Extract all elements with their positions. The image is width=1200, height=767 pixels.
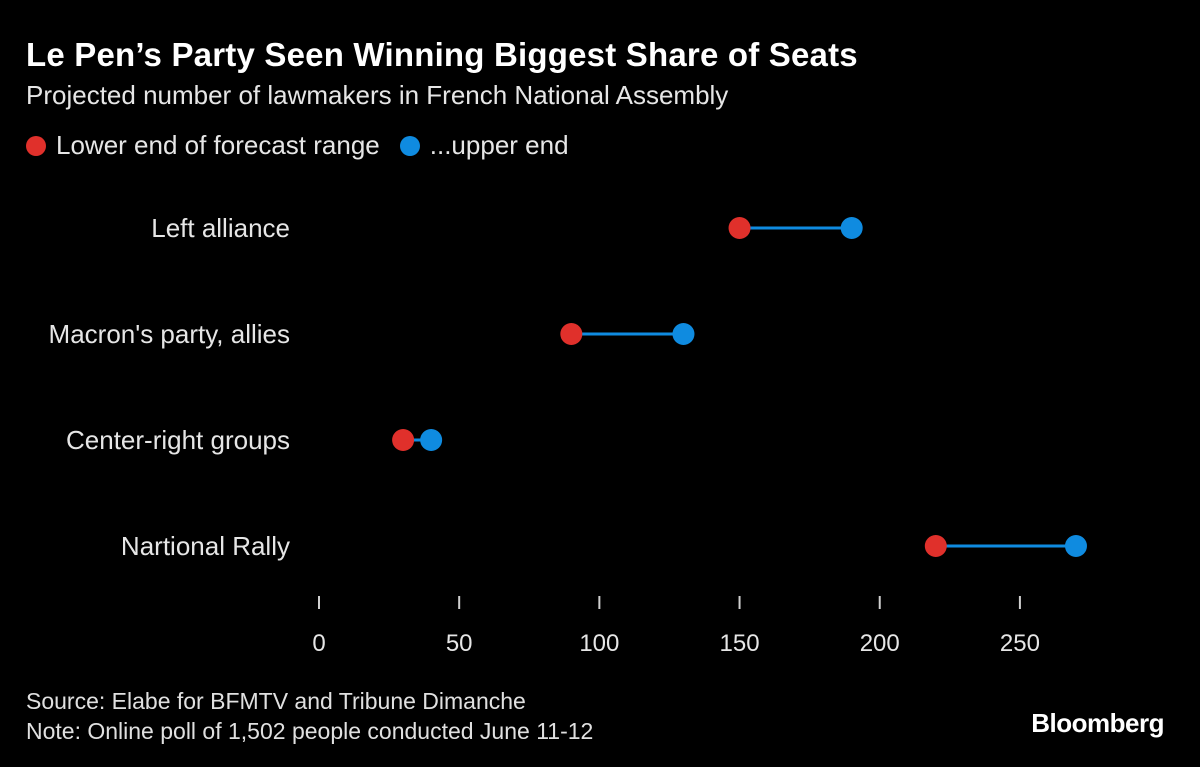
upper-point xyxy=(840,217,863,239)
upper-point xyxy=(1064,535,1087,557)
legend-item-upper: ...upper end xyxy=(399,130,569,161)
x-tick-label: 50 xyxy=(446,630,473,657)
x-tick-label: 200 xyxy=(860,630,900,657)
bloomberg-logo: Bloomberg xyxy=(1031,708,1164,738)
category-label: Left alliance xyxy=(151,213,290,243)
poll-note: Note: Online poll of 1,502 people conduc… xyxy=(26,718,594,744)
x-tick-label: 250 xyxy=(1000,630,1040,657)
category-label: Macron's party, allies xyxy=(49,319,290,349)
legend-item-lower: Lower end of forecast range xyxy=(26,130,380,161)
lower-point xyxy=(924,535,947,557)
lower-point xyxy=(560,323,583,345)
x-tick-label: 100 xyxy=(579,630,619,657)
x-tick-label: 0 xyxy=(312,630,325,657)
legend-dot-lower-icon xyxy=(26,135,46,156)
footer: Source: Elabe for BFMTV and Tribune Dima… xyxy=(26,686,593,746)
lower-point xyxy=(728,217,751,239)
upper-point xyxy=(672,323,695,345)
x-tick-label: 150 xyxy=(720,630,760,657)
legend: Lower end of forecast range ...upper end xyxy=(26,130,589,161)
chart-title: Le Pen’s Party Seen Winning Biggest Shar… xyxy=(26,36,858,73)
category-label: Center-right groups xyxy=(66,425,290,455)
category-label: Nartional Rally xyxy=(121,531,290,561)
source-note: Source: Elabe for BFMTV and Tribune Dima… xyxy=(26,688,526,714)
chart-subtitle: Projected number of lawmakers in French … xyxy=(26,80,729,110)
upper-point xyxy=(420,429,443,451)
legend-label-lower: Lower end of forecast range xyxy=(56,130,380,160)
legend-dot-upper-icon xyxy=(399,135,420,156)
legend-label-upper: ...upper end xyxy=(429,130,569,160)
lower-point xyxy=(392,429,415,451)
